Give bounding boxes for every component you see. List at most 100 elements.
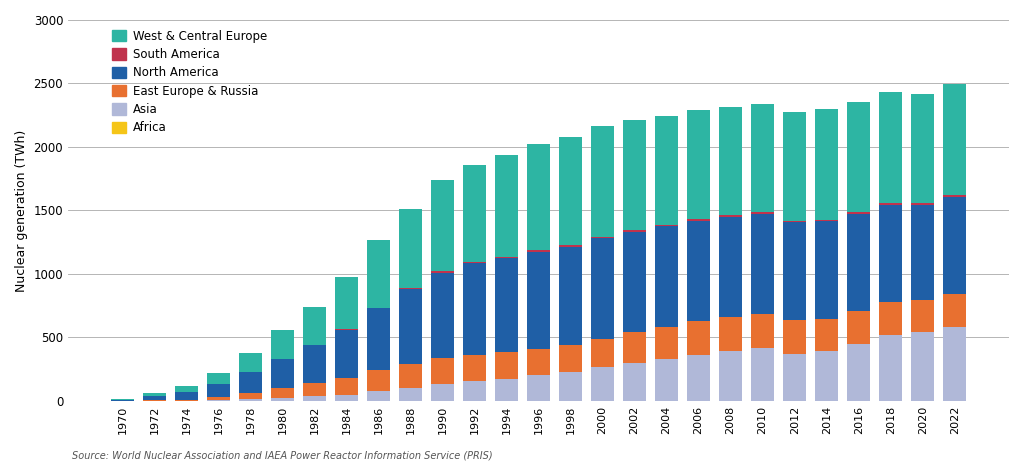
Bar bbox=[719, 317, 742, 351]
Bar bbox=[559, 372, 582, 401]
Bar bbox=[815, 221, 839, 319]
Bar bbox=[880, 335, 902, 401]
Bar bbox=[431, 273, 454, 358]
Bar bbox=[271, 388, 294, 398]
Bar bbox=[175, 400, 198, 401]
Bar bbox=[142, 396, 166, 400]
Bar bbox=[431, 180, 454, 271]
Bar bbox=[463, 381, 486, 401]
Bar bbox=[687, 219, 710, 220]
Bar bbox=[527, 375, 550, 401]
Bar bbox=[431, 271, 454, 273]
Bar bbox=[335, 277, 358, 329]
Bar bbox=[847, 212, 870, 213]
Bar bbox=[591, 237, 614, 238]
Bar bbox=[847, 344, 870, 401]
Bar bbox=[719, 217, 742, 317]
Bar bbox=[559, 345, 582, 372]
Bar bbox=[142, 393, 166, 396]
Bar bbox=[815, 109, 839, 220]
Bar bbox=[431, 384, 454, 401]
Bar bbox=[911, 94, 934, 203]
Bar bbox=[815, 351, 839, 401]
Bar bbox=[175, 392, 198, 400]
Bar bbox=[751, 314, 774, 348]
Bar bbox=[463, 263, 486, 355]
Bar bbox=[943, 84, 967, 194]
Bar bbox=[463, 165, 486, 262]
Bar bbox=[142, 400, 166, 401]
Bar bbox=[751, 104, 774, 212]
Bar bbox=[880, 302, 902, 335]
Bar bbox=[591, 338, 614, 367]
Bar bbox=[463, 262, 486, 263]
Bar bbox=[207, 397, 230, 400]
Bar bbox=[847, 213, 870, 312]
Bar bbox=[367, 391, 390, 401]
Bar bbox=[943, 197, 967, 294]
Bar bbox=[719, 215, 742, 217]
Bar bbox=[399, 209, 422, 288]
Bar bbox=[751, 348, 774, 401]
Bar bbox=[527, 349, 550, 375]
Bar bbox=[623, 363, 646, 401]
Bar bbox=[367, 307, 390, 308]
Bar bbox=[655, 225, 678, 226]
Bar bbox=[399, 289, 422, 364]
Bar bbox=[719, 106, 742, 215]
Bar bbox=[880, 205, 902, 302]
Bar bbox=[495, 257, 518, 258]
Bar bbox=[911, 203, 934, 205]
Bar bbox=[591, 367, 614, 401]
Bar bbox=[751, 212, 774, 213]
Bar bbox=[303, 307, 326, 345]
Bar bbox=[847, 102, 870, 212]
Bar bbox=[783, 354, 806, 401]
Bar bbox=[303, 396, 326, 401]
Bar bbox=[335, 378, 358, 394]
Bar bbox=[335, 330, 358, 378]
Bar bbox=[815, 319, 839, 351]
Bar bbox=[271, 331, 294, 359]
Bar bbox=[207, 384, 230, 397]
Legend: West & Central Europe, South America, North America, East Europe & Russia, Asia,: West & Central Europe, South America, No… bbox=[112, 30, 267, 134]
Bar bbox=[783, 320, 806, 354]
Bar bbox=[271, 398, 294, 401]
Bar bbox=[687, 220, 710, 321]
Bar bbox=[239, 399, 262, 401]
Bar bbox=[847, 312, 870, 344]
Bar bbox=[207, 400, 230, 401]
Bar bbox=[335, 394, 358, 401]
Bar bbox=[655, 226, 678, 326]
Text: Source: World Nuclear Association and IAEA Power Reactor Information Service (PR: Source: World Nuclear Association and IA… bbox=[72, 450, 493, 461]
Bar bbox=[783, 221, 806, 223]
Bar bbox=[431, 358, 454, 384]
Bar bbox=[399, 288, 422, 289]
Bar bbox=[911, 300, 934, 332]
Bar bbox=[527, 144, 550, 250]
Bar bbox=[623, 231, 646, 232]
Bar bbox=[271, 359, 294, 388]
Bar bbox=[591, 126, 614, 237]
Bar bbox=[399, 388, 422, 401]
Bar bbox=[687, 355, 710, 401]
Bar bbox=[399, 364, 422, 388]
Bar bbox=[783, 113, 806, 221]
Bar bbox=[591, 238, 614, 338]
Bar bbox=[367, 308, 390, 370]
Bar bbox=[911, 332, 934, 401]
Bar bbox=[623, 120, 646, 231]
Bar bbox=[719, 351, 742, 401]
Bar bbox=[367, 240, 390, 307]
Bar bbox=[495, 379, 518, 401]
Bar bbox=[527, 252, 550, 349]
Bar bbox=[239, 353, 262, 372]
Bar bbox=[880, 92, 902, 203]
Bar bbox=[623, 332, 646, 363]
Bar bbox=[559, 137, 582, 245]
Bar bbox=[687, 110, 710, 219]
Bar bbox=[623, 232, 646, 332]
Bar bbox=[303, 345, 326, 383]
Bar bbox=[880, 203, 902, 205]
Bar bbox=[783, 223, 806, 320]
